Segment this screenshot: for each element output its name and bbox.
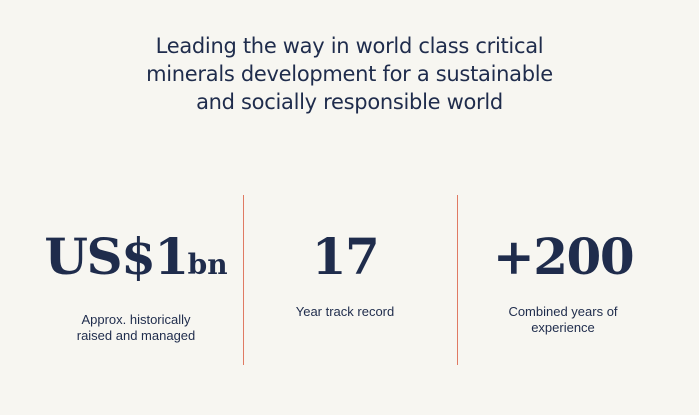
stat-label-line: experience bbox=[531, 320, 595, 335]
headline: Leading the way in world class critical … bbox=[0, 32, 699, 116]
stat-label-line: Approx. historically bbox=[81, 312, 191, 327]
stat-label-line: Year track record bbox=[295, 304, 395, 319]
stat-label-line: Combined years of bbox=[508, 304, 618, 319]
headline-line: and socially responsible world bbox=[196, 90, 503, 114]
stat-number: 17 bbox=[311, 227, 380, 286]
divider bbox=[457, 195, 458, 365]
divider bbox=[243, 195, 244, 365]
stat-value: 17 bbox=[238, 222, 452, 292]
stat-label: Combined years of experience bbox=[456, 304, 670, 336]
stat-label: Year track record bbox=[238, 304, 452, 320]
headline-line: Leading the way in world class critical bbox=[155, 34, 544, 58]
stat-label-line: raised and managed bbox=[76, 328, 196, 343]
stat: +200 Combined years of experience bbox=[456, 222, 670, 336]
stat: 17 Year track record bbox=[238, 222, 452, 320]
headline-line: minerals development for a sustainable bbox=[146, 62, 553, 86]
stat-unit: bn bbox=[187, 248, 228, 281]
stat-number: US$1 bbox=[44, 227, 189, 286]
stat: US$1bn Approx. historically raised and m… bbox=[29, 222, 243, 344]
stat-number: +200 bbox=[492, 227, 635, 286]
stat-label: Approx. historically raised and managed bbox=[29, 312, 243, 344]
stat-value: +200 bbox=[456, 222, 670, 292]
stat-value: US$1bn bbox=[29, 222, 243, 300]
